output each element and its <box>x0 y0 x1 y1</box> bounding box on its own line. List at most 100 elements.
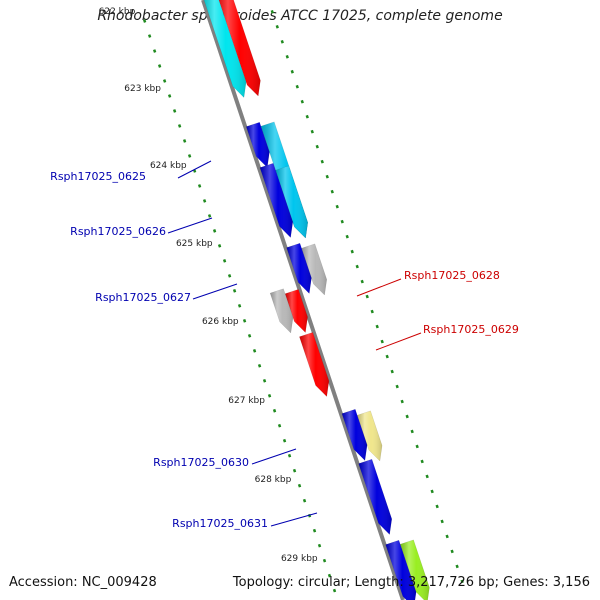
tick-mark <box>267 393 272 398</box>
tick-mark <box>380 339 384 344</box>
tick-mark <box>270 9 274 14</box>
tick-mark <box>207 214 212 218</box>
ruler-label: 623 kbp <box>124 84 161 94</box>
gene-arrow[interactable] <box>341 408 368 462</box>
tick-mark <box>430 489 434 494</box>
gene-label[interactable]: Rsph17025_0631 <box>172 517 268 530</box>
gene-arrow[interactable] <box>201 0 247 99</box>
tick-mark <box>300 99 304 104</box>
tick-mark <box>410 429 414 434</box>
tick-mark <box>305 114 309 119</box>
gene-arrow[interactable] <box>301 243 328 296</box>
tick-mark <box>147 34 152 38</box>
tick-mark <box>295 84 299 89</box>
tick-mark <box>385 354 389 359</box>
tick-mark <box>445 534 449 539</box>
gene-label[interactable]: Rsph17025_0628 <box>404 269 500 282</box>
tick-mark <box>375 324 379 329</box>
tick-mark <box>242 318 247 323</box>
gene-leader-line <box>192 283 238 300</box>
tick-mark <box>365 294 369 299</box>
tick-mark <box>217 244 222 248</box>
tick-mark <box>237 304 242 308</box>
tick-mark <box>202 199 207 203</box>
ruler-label: 626 kbp <box>202 317 239 327</box>
ruler-label: 625 kbp <box>176 239 213 249</box>
tick-mark <box>152 49 157 53</box>
gene-arrow[interactable] <box>245 121 270 169</box>
tick-mark <box>167 94 172 98</box>
tick-mark <box>277 423 282 428</box>
tick-mark <box>420 459 424 464</box>
gene-leader-line <box>251 448 297 465</box>
tick-mark <box>460 579 464 584</box>
gene-label[interactable]: Rsph17025_0627 <box>95 291 191 304</box>
tick-mark <box>280 39 284 44</box>
tick-mark <box>142 19 147 23</box>
tick-mark <box>415 444 419 449</box>
tick-mark <box>400 399 404 404</box>
genome-summary: Topology: circular; Length: 3,217,726 bp… <box>232 575 590 590</box>
tick-mark <box>227 274 232 278</box>
gene-label[interactable]: Rsph17025_0625 <box>50 170 146 183</box>
gene-arrow[interactable] <box>269 288 294 334</box>
tick-mark <box>177 124 182 128</box>
tick-mark <box>455 564 459 569</box>
tick-mark <box>290 69 294 74</box>
tick-mark <box>327 573 332 578</box>
tick-mark <box>275 24 279 29</box>
tick-mark <box>310 129 314 134</box>
gene-arrow[interactable] <box>284 288 308 334</box>
gene-leader-line <box>177 160 212 179</box>
tick-mark <box>450 549 454 554</box>
tick-mark <box>232 289 237 293</box>
tick-mark <box>252 348 257 353</box>
tick-mark <box>257 363 262 368</box>
tick-mark <box>320 159 324 164</box>
tick-mark <box>390 369 394 374</box>
gene-label[interactable]: Rsph17025_0629 <box>423 323 519 336</box>
tick-mark <box>187 154 192 158</box>
ruler-label: 622 kbp <box>99 7 136 17</box>
map-title: Rhodobacter sphaeroides ATCC 17025, comp… <box>97 8 503 24</box>
ruler-label: 627 kbp <box>228 396 265 406</box>
tick-mark <box>335 204 339 209</box>
gene-label[interactable]: Rsph17025_0626 <box>70 225 166 238</box>
gene-leader-line <box>375 332 422 351</box>
tick-mark <box>312 528 317 533</box>
gene-arrow[interactable] <box>275 165 309 239</box>
tick-mark <box>212 229 217 233</box>
gene-arrow[interactable] <box>299 331 330 398</box>
tick-mark <box>292 468 297 473</box>
accession-text: Accession: NC_009428 <box>9 575 157 590</box>
tick-mark <box>182 139 187 143</box>
genome-backbone <box>201 0 405 600</box>
tick-mark <box>197 184 202 188</box>
tick-mark <box>345 234 349 239</box>
tick-mark <box>282 438 287 443</box>
tick-mark <box>332 588 337 593</box>
ruler-label: 629 kbp <box>281 554 318 564</box>
tick-mark <box>340 219 344 224</box>
tick-mark <box>157 64 162 68</box>
gene-arrow[interactable] <box>358 458 393 536</box>
gene-label[interactable]: Rsph17025_0630 <box>153 456 249 469</box>
tick-mark <box>355 264 359 269</box>
tick-mark <box>435 504 439 509</box>
gene-arrow[interactable] <box>286 242 312 295</box>
gene-arrow[interactable] <box>259 162 294 239</box>
gene-leader-line <box>270 512 318 527</box>
tick-mark <box>272 408 277 413</box>
tick-mark <box>222 259 227 263</box>
tick-mark <box>395 384 399 389</box>
tick-mark <box>297 483 302 488</box>
tick-mark <box>315 144 319 149</box>
tick-mark <box>302 498 307 503</box>
tick-mark <box>440 519 444 524</box>
tick-mark <box>325 174 329 179</box>
tick-mark <box>287 453 292 458</box>
tick-mark <box>360 279 364 284</box>
tick-mark <box>330 189 334 194</box>
gene-leader-line <box>356 278 402 297</box>
